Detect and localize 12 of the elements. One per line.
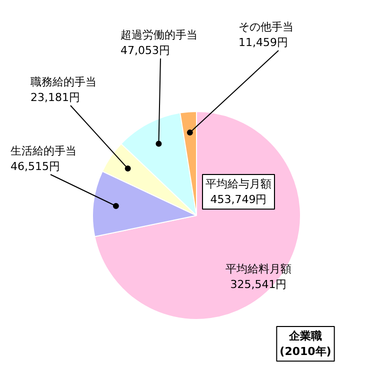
slice-label: 生活給的手当 xyxy=(10,144,76,158)
slice-label: その他手当 xyxy=(238,20,294,34)
data-label: 325,541円 xyxy=(230,278,287,292)
slice-label: 超過労働的手当 xyxy=(120,28,198,42)
data-label: 47,053円 xyxy=(120,44,170,58)
slice-label: 平均給料月額 xyxy=(226,262,292,276)
slice-label: 職務給的手当 xyxy=(30,76,96,88)
data-label: 23,181円 xyxy=(30,91,80,104)
data-label: 46,515円 xyxy=(10,160,60,174)
data-label: 11,459円 xyxy=(238,36,288,50)
text: 平均給与月額 453,749円 xyxy=(206,178,272,206)
text: 企業職 (2010年) xyxy=(280,330,332,358)
